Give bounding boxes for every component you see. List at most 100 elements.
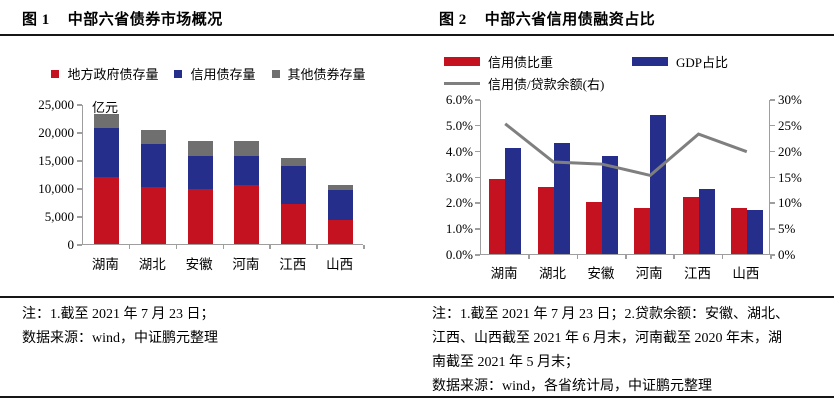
- x-axis-tick-mark: [222, 245, 224, 249]
- right-axis-tick-label: 15%: [778, 169, 802, 185]
- stacked-bar-segment: [93, 114, 119, 129]
- figure1-notes: 注：1.截至 2021 年 7 月 23 日； 数据来源：wind，中证鹏元整理: [0, 298, 417, 396]
- x-axis-tick-mark: [175, 245, 178, 249]
- x-axis-tick-mark: [673, 255, 675, 259]
- grouped-bar: [746, 210, 763, 254]
- stacked-bar-segment: [187, 140, 213, 157]
- right-axis-tick-mark: [770, 99, 775, 101]
- credit-bond-share-swatch-icon: [444, 56, 480, 66]
- y-axis-tick-mark: [77, 244, 82, 246]
- category-label: 安徽: [587, 266, 615, 281]
- grouped-bar: [650, 114, 667, 254]
- stacked-bar-segment: [234, 185, 260, 244]
- charts-row: 地方政府债存量 信用债存量 其他债券存量 亿元 0 5,000 10,000 15,0…: [0, 36, 834, 296]
- figure1-title: 图 1 中部六省债券市场概况: [0, 0, 417, 34]
- right-axis-tick-mark: [770, 124, 775, 127]
- right-axis-tick-mark: [770, 176, 775, 178]
- figure-titles-row: 图 1 中部六省债券市场概况 图 2 中部六省信用债融资占比: [0, 0, 834, 36]
- grouped-bar: [585, 202, 602, 254]
- credit-chart-plot: [480, 100, 770, 255]
- y-axis-tick-label: 10,000: [38, 181, 74, 196]
- figure1-number: 图 1: [22, 12, 50, 28]
- grouped-bar: [634, 207, 651, 254]
- category-label: 山西: [732, 266, 760, 281]
- bond-chart-plot: [82, 105, 363, 245]
- legend-item-gdp-share: GDP占比: [632, 52, 728, 71]
- left-axis-tick-label: 5.0%: [445, 117, 473, 133]
- credit-chart-legend-row1: 信用债比重 GDP占比: [444, 50, 728, 72]
- x-axis-tick-mark: [128, 245, 131, 249]
- category-label: 安徽: [185, 257, 213, 272]
- right-axis-tick-label: 10%: [778, 195, 802, 211]
- grouped-bar: [489, 179, 506, 254]
- note-line: 注：1.截至 2021 年 7 月 23 日；2.贷款余额：安徽、湖北、: [432, 307, 789, 322]
- credit-chart-legend: 信用债比重 GDP占比 信用债/贷款余额(右): [444, 50, 728, 94]
- right-axis-tick-label: 30%: [778, 92, 802, 107]
- stacked-bar-segment: [140, 144, 166, 187]
- credit-bonds-swatch-icon: [174, 69, 183, 78]
- figure1-title-text: 中部六省债券市场概况: [67, 12, 223, 28]
- right-axis-tick-label: 5%: [778, 221, 796, 237]
- credit-loan-ratio-line: [504, 122, 748, 178]
- grouped-bar: [730, 207, 747, 254]
- source-line: 数据来源：wind，中证鹏元整理: [22, 331, 218, 346]
- y-axis-tick-label: 20,000: [38, 125, 74, 140]
- stacked-bar-segment: [281, 166, 307, 205]
- category-label: 江西: [279, 257, 307, 272]
- grouped-bar: [698, 189, 715, 254]
- right-axis-tick-label: 20%: [778, 143, 802, 159]
- stacked-bar-segment: [93, 176, 119, 244]
- right-axis-tick-mark: [770, 228, 775, 230]
- legend-label-other-bonds: 其他债券存量: [287, 67, 366, 82]
- x-axis-tick-mark: [625, 255, 627, 259]
- credit-chart-legend-row2: 信用债/贷款余额(右): [444, 72, 728, 94]
- figure2-number: 图 2: [439, 12, 467, 28]
- source-line: 数据来源：wind，各省统计局，中证鹏元整理: [432, 379, 712, 394]
- legend-label-credit-bond-share: 信用债比重: [488, 54, 554, 70]
- stacked-bar-segment: [187, 156, 213, 190]
- category-label: 山西: [326, 257, 354, 272]
- category-label: 湖北: [539, 266, 566, 281]
- x-axis-tick-mark: [316, 245, 318, 249]
- left-axis-tick-label: 1.0%: [445, 221, 473, 237]
- other-bonds-swatch-icon: [271, 69, 280, 78]
- note-line: 南截至 2021 年 5 月末；: [432, 355, 579, 370]
- y-axis-tick-mark: [77, 216, 82, 218]
- stacked-bar-segment: [281, 204, 307, 244]
- stacked-bar-segment: [140, 130, 166, 145]
- category-label: 河南: [635, 266, 663, 281]
- y-axis-unit-label: 亿元: [92, 100, 119, 115]
- category-label: 河南: [232, 257, 260, 272]
- y-axis-tick-mark: [77, 132, 82, 134]
- right-axis-tick-mark: [770, 150, 775, 153]
- figure2-title-text: 中部六省信用债融资占比: [484, 12, 656, 28]
- left-axis-tick-label: 2.0%: [445, 195, 473, 211]
- left-axis-tick-mark: [475, 202, 480, 204]
- legend-item-credit-bond-share: 信用债比重: [444, 52, 632, 71]
- left-axis-tick-mark: [475, 254, 480, 256]
- bond-market-chart: 地方政府债存量 信用债存量 其他债券存量 亿元 0 5,000 10,000 15,0…: [0, 36, 417, 296]
- bond-chart-legend: 地方政府债存量 信用债存量 其他债券存量: [0, 64, 417, 83]
- x-axis-tick-mark: [528, 255, 530, 259]
- credit-loan-ratio-line-swatch-icon: [444, 81, 480, 85]
- figure2-notes: 注：1.截至 2021 年 7 月 23 日；2.贷款余额：安徽、湖北、 江西、…: [417, 298, 834, 396]
- grouped-bar: [682, 197, 699, 254]
- left-axis-tick-label: 4.0%: [445, 143, 473, 159]
- category-label: 江西: [684, 266, 711, 281]
- left-axis-tick-mark: [475, 228, 480, 230]
- left-axis-tick-mark: [475, 99, 480, 101]
- category-label: 湖北: [138, 257, 166, 272]
- right-axis-tick-mark: [770, 202, 775, 204]
- y-axis-tick-label: 5,000: [44, 209, 74, 224]
- legend-item-local-gov-bonds: 地方政府债存量: [51, 64, 158, 83]
- legend-item-other-bonds: 其他债券存量: [271, 64, 366, 83]
- legend-item-credit-bonds: 信用债存量: [174, 64, 256, 83]
- local-gov-bonds-swatch-icon: [51, 69, 60, 78]
- stacked-bar-segment: [328, 190, 354, 221]
- notes-row: 注：1.截至 2021 年 7 月 23 日； 数据来源：wind，中证鹏元整理…: [0, 296, 834, 398]
- left-axis-tick-mark: [475, 124, 480, 127]
- x-axis-tick-mark: [576, 255, 579, 259]
- figure2-title: 图 2 中部六省信用债融资占比: [417, 0, 834, 34]
- category-label: 湖南: [490, 266, 518, 281]
- x-axis-tick-mark: [770, 255, 772, 259]
